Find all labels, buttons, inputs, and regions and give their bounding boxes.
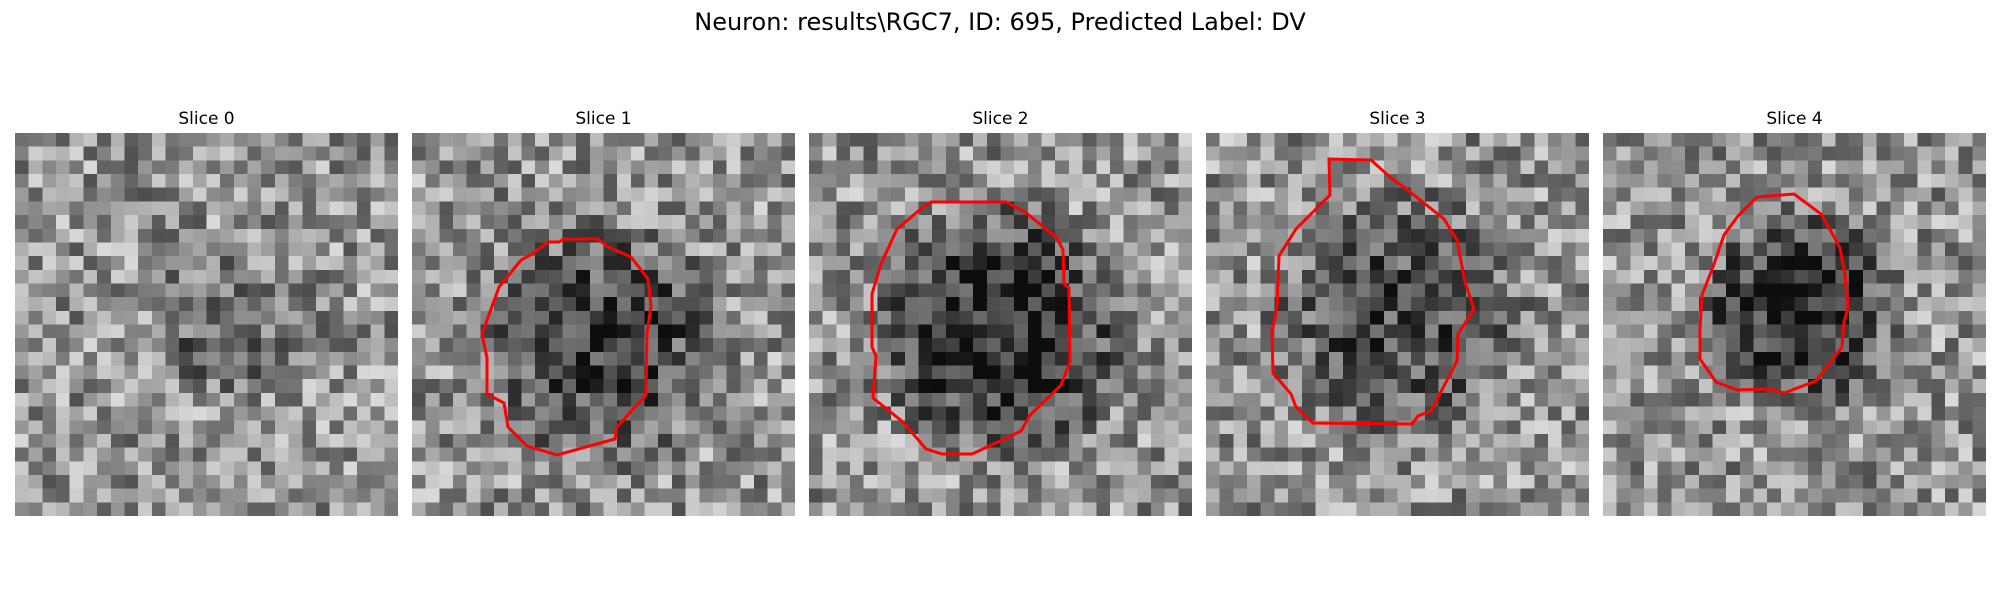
slice-3-panel: Slice 3 [1206, 108, 1589, 516]
slice-1-image [412, 133, 795, 516]
slice-3-title: Slice 3 [1369, 109, 1426, 129]
slice-4-panel: Slice 4 [1603, 108, 1986, 516]
slice-4-contour-line [1698, 192, 1850, 395]
slice-0-panel: Slice 0 [15, 108, 398, 516]
slice-2-title: Slice 2 [972, 109, 1029, 129]
slice-0-contour [15, 133, 398, 516]
slice-0-image [15, 133, 398, 516]
slice-0-title: Slice 0 [178, 109, 235, 129]
slice-1-title: Slice 1 [575, 109, 632, 129]
slice-1-contour-line [480, 237, 653, 457]
slice-2-panel: Slice 2 [809, 108, 1192, 516]
slice-3-contour [1270, 157, 1476, 426]
figure-title: Neuron: results\RGC7, ID: 695, Predicted… [694, 8, 1306, 36]
slice-2-contour-line [870, 200, 1072, 456]
slice-2-contour [870, 200, 1072, 456]
slice-3-contour-line [1270, 157, 1476, 426]
slice-4-image [1603, 133, 1986, 516]
slice-1-panel: Slice 1 [412, 108, 795, 516]
slice-4-title: Slice 4 [1766, 109, 1823, 129]
slice-4-contour [1698, 192, 1850, 395]
slice-3-image [1206, 133, 1589, 516]
slice-1-contour [480, 237, 653, 457]
